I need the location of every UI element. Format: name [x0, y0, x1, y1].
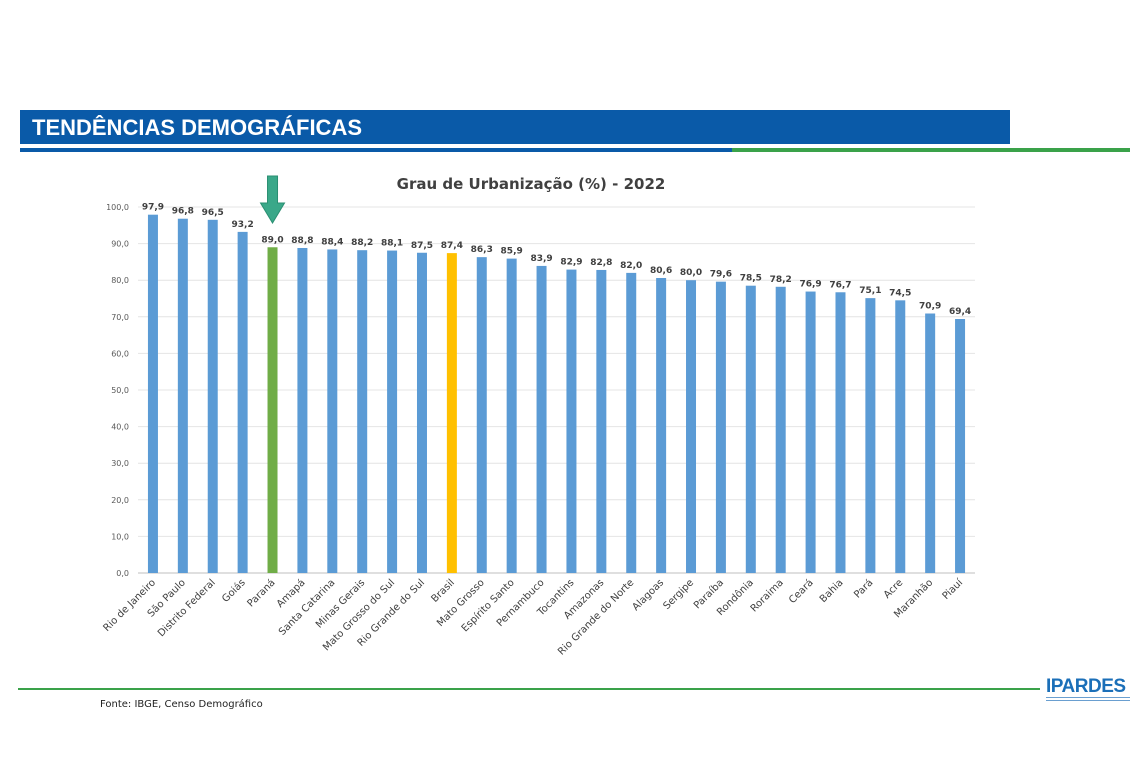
bar: [596, 269, 607, 573]
x-tick-label: Paraná: [245, 577, 278, 610]
x-tick-label: Brasil: [430, 577, 457, 604]
bar-value-label: 88,2: [351, 238, 373, 248]
bar-value-label: 97,9: [142, 203, 164, 213]
bar: [656, 278, 667, 573]
x-tick-label: Espírito Santo: [459, 577, 517, 635]
bar: [357, 250, 368, 574]
x-tick-label: Alagoas: [630, 577, 666, 613]
bar: [865, 298, 876, 573]
bar-value-label: 74,5: [889, 288, 911, 298]
bar: [297, 247, 308, 573]
section-title: TENDÊNCIAS DEMOGRÁFICAS: [32, 115, 363, 140]
bar-value-label: 80,6: [650, 266, 672, 276]
x-tick-label: Acre: [882, 577, 905, 600]
y-tick-label: 0,0: [116, 569, 129, 578]
bar-value-label: 96,5: [202, 208, 224, 218]
y-tick-label: 80,0: [111, 276, 129, 285]
bar-value-label: 86,3: [471, 245, 493, 255]
logo-subtitle-lines: [1046, 697, 1130, 703]
bar: [955, 318, 966, 573]
x-tick-label: Bahia: [818, 577, 846, 605]
bar: [925, 313, 936, 573]
bar: [715, 281, 726, 573]
bar: [387, 250, 398, 573]
bar-value-label: 69,4: [949, 307, 971, 317]
bar-value-label: 96,8: [172, 207, 194, 217]
bar: [895, 300, 906, 573]
bar-value-label: 83,9: [530, 254, 552, 264]
bar: [566, 269, 577, 573]
bar: [626, 272, 637, 573]
y-tick-label: 30,0: [111, 459, 129, 468]
bar: [805, 291, 816, 573]
bar-value-label: 87,4: [441, 241, 463, 251]
header-rule-green: [732, 148, 1130, 152]
bar-value-label: 88,4: [321, 237, 343, 247]
section-header: TENDÊNCIAS DEMOGRÁFICAS: [20, 110, 1010, 144]
bar-value-label: 76,7: [829, 280, 851, 290]
header-rule-blue: [20, 148, 732, 152]
bar: [177, 218, 188, 573]
bar: [327, 249, 338, 573]
x-tick-label: Pará: [851, 577, 875, 601]
bar: [267, 247, 278, 573]
bar-value-label: 79,6: [710, 270, 732, 280]
bar-value-label: 89,0: [261, 235, 283, 245]
x-tick-label: Ceará: [786, 577, 815, 606]
bar-value-label: 88,8: [291, 236, 313, 246]
x-tick-label: Distrito Federal: [156, 577, 218, 639]
bar: [237, 231, 248, 573]
logo-wordmark: IPARDES: [1046, 676, 1126, 697]
y-tick-label: 100,0: [106, 203, 129, 212]
y-tick-label: 70,0: [111, 313, 129, 322]
chart-title: Grau de Urbanização (%) - 2022: [397, 175, 666, 193]
y-tick-label: 50,0: [111, 386, 129, 395]
down-arrow-icon: [259, 175, 286, 224]
x-tick-label: Roraima: [749, 577, 786, 614]
bar-value-label: 82,8: [590, 258, 612, 268]
bar: [207, 219, 218, 573]
bar: [686, 280, 697, 573]
bar-value-label: 85,9: [501, 247, 523, 257]
bar-value-label: 75,1: [859, 286, 881, 296]
bar: [745, 285, 756, 573]
x-tick-label: Sergipe: [661, 577, 696, 612]
bar-value-label: 87,5: [411, 241, 433, 251]
bar-value-label: 76,9: [799, 280, 821, 290]
bar-value-label: 80,0: [680, 268, 702, 278]
bar-value-label: 70,9: [919, 302, 941, 312]
y-tick-label: 60,0: [111, 349, 129, 358]
bar-value-label: 78,5: [740, 274, 762, 284]
bar: [446, 253, 457, 573]
bar-value-label: 82,0: [620, 261, 642, 271]
bar-value-label: 78,2: [770, 275, 792, 285]
bar: [416, 252, 427, 573]
bar: [476, 257, 487, 573]
bar: [536, 265, 547, 573]
x-tick-label: Piauí: [940, 576, 966, 602]
ipardes-logo: IPARDES: [1046, 676, 1130, 706]
x-tick-label: Rio de Janeiro: [101, 577, 158, 634]
bar: [775, 286, 786, 573]
bar: [506, 258, 517, 573]
y-tick-label: 10,0: [111, 532, 129, 541]
footer-rule: [18, 688, 1040, 690]
bar-value-label: 82,9: [560, 258, 582, 268]
y-tick-label: 20,0: [111, 496, 129, 505]
x-tick-label: Goiás: [219, 577, 247, 605]
y-tick-label: 40,0: [111, 423, 129, 432]
bar: [147, 214, 158, 573]
y-tick-label: 90,0: [111, 240, 129, 249]
bar-value-label: 88,1: [381, 239, 403, 249]
source-note: Fonte: IBGE, Censo Demográfico: [100, 699, 263, 710]
bar-value-label: 93,2: [232, 220, 254, 230]
bar: [835, 292, 846, 573]
